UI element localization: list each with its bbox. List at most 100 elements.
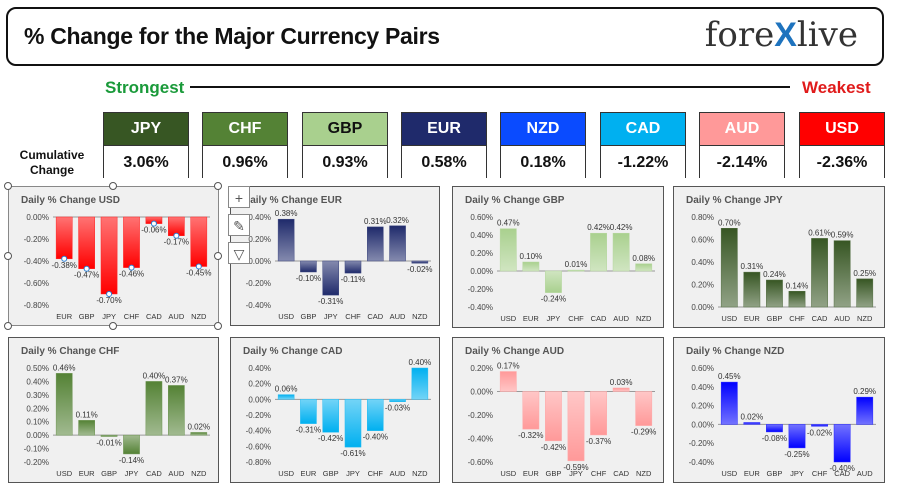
bar-chart: Daily % Change AUD 0.20% 0.00% -0.20% -0.40%… <box>465 346 656 478</box>
category-label: EUR <box>523 314 539 323</box>
category-label: USD <box>500 314 516 323</box>
bar <box>277 218 295 262</box>
data-label: 0.40% <box>143 371 166 380</box>
resize-handle[interactable] <box>214 322 222 330</box>
category-label: EUR <box>744 314 760 323</box>
cumulative-change-label: Cumulative Change <box>19 148 85 177</box>
bar-chart: Daily % Change CAD 0.40% 0.20% 0.00% -0.20% -… <box>243 346 431 478</box>
cumulative-value: -2.14% <box>700 145 784 178</box>
category-label: CAD <box>146 469 162 478</box>
data-label: -0.59% <box>563 463 588 472</box>
chart-panel-cad[interactable]: Daily % Change CAD 0.40% 0.20% 0.00% -0.20% -… <box>230 337 440 483</box>
category-label: USD <box>721 314 737 323</box>
resize-handle[interactable] <box>214 182 222 190</box>
chart-title: Daily % Change USD <box>21 195 120 206</box>
chart-panel-chf[interactable]: Daily % Change CHF 0.50% 0.40% 0.30% 0.20% 0.… <box>8 337 219 483</box>
category-label: USD <box>278 312 294 321</box>
data-label: -0.31% <box>318 297 343 306</box>
bar <box>389 399 406 402</box>
y-tick-label: 0.00% <box>470 267 493 276</box>
chart-panel-aud[interactable]: Daily % Change AUD 0.20% 0.00% -0.20% -0.40%… <box>452 337 664 483</box>
bar <box>743 422 761 425</box>
category-label: CHF <box>345 312 361 321</box>
resize-handle[interactable] <box>4 322 12 330</box>
y-tick-label: 0.40% <box>470 231 493 240</box>
y-tick-label: 0.20% <box>248 380 271 389</box>
chart-title: Daily % Change GBP <box>465 195 565 206</box>
header-banner: % Change for the Major Currency Pairs fo… <box>6 7 884 66</box>
chart-elements-icon[interactable]: + <box>228 186 250 208</box>
chart-filters-icon[interactable]: ▽ <box>228 242 250 264</box>
resize-handle[interactable] <box>4 182 12 190</box>
data-label: 0.29% <box>853 387 876 396</box>
y-tick-label: -0.40% <box>24 257 49 266</box>
y-tick-label: -0.60% <box>246 442 271 451</box>
currency-box-nzd: NZD 0.18% <box>500 112 586 178</box>
cumulative-value: 0.18% <box>501 145 585 178</box>
cumulative-value: 0.58% <box>402 145 486 178</box>
series-selection-handle <box>106 291 113 297</box>
y-tick-label: -0.40% <box>468 435 493 444</box>
chart-title: Daily % Change CAD <box>243 346 342 357</box>
data-label: 0.02% <box>187 422 210 431</box>
resize-handle[interactable] <box>4 252 12 260</box>
y-tick-label: 0.30% <box>26 391 49 400</box>
currency-code: CHF <box>203 113 287 145</box>
chart-title: Daily % Change CHF <box>21 346 119 357</box>
bar <box>300 399 317 424</box>
category-label: JPY <box>346 469 360 478</box>
cumulative-value: -2.36% <box>800 145 884 178</box>
category-label: JPY <box>790 469 804 478</box>
y-tick-label: -0.20% <box>689 439 714 448</box>
currency-code: JPY <box>104 113 188 145</box>
y-tick-label: 0.40% <box>248 364 271 373</box>
chart-panel-gbp[interactable]: Daily % Change GBP 0.60% 0.40% 0.20% 0.00% -0… <box>452 186 664 328</box>
bar <box>545 391 562 442</box>
y-tick-label: 0.20% <box>470 364 493 373</box>
y-tick-label: -0.10% <box>24 445 49 454</box>
bar <box>743 271 761 308</box>
data-label: 0.17% <box>497 362 520 371</box>
category-label: GBP <box>323 469 339 478</box>
category-label: JPY <box>102 312 116 321</box>
data-label: 0.03% <box>610 378 633 387</box>
resize-handle[interactable] <box>109 322 117 330</box>
data-label: -0.42% <box>318 434 343 443</box>
category-label: USD <box>500 469 516 478</box>
y-tick-label: 0.20% <box>691 281 714 290</box>
bar <box>720 381 738 425</box>
y-tick-label: -0.20% <box>24 235 49 244</box>
data-label: -0.37% <box>586 437 611 446</box>
category-label: NZD <box>412 312 428 321</box>
bar <box>499 228 517 272</box>
chart-panel-usd[interactable]: Daily % Change USD 0.00% -0.20% -0.40% -0.60… <box>8 186 219 326</box>
chart-title: Daily % Change JPY <box>686 195 783 206</box>
bar <box>833 240 851 308</box>
category-label: CHF <box>591 469 607 478</box>
bar <box>78 420 95 436</box>
y-tick-label: 0.00% <box>248 395 271 404</box>
bar <box>367 226 384 262</box>
resize-handle[interactable] <box>109 182 117 190</box>
bar <box>856 278 874 308</box>
data-label: 0.61% <box>808 228 831 237</box>
bar <box>322 260 339 296</box>
currency-code: GBP <box>303 113 387 145</box>
chart-panel-eur[interactable]: Daily % Change EUR 0.40% 0.20% 0.00% -0.20% -… <box>230 186 440 326</box>
data-label: 0.42% <box>587 223 610 232</box>
category-label: CHF <box>568 314 584 323</box>
chart-panel-nzd[interactable]: Daily % Change NZD 0.60% 0.40% 0.20% 0.00% -0… <box>673 337 885 483</box>
weakest-label: Weakest <box>802 78 871 97</box>
resize-handle[interactable] <box>214 252 222 260</box>
chart-panel-jpy[interactable]: Daily % Change JPY 0.80% 0.60% 0.40% 0.20% 0.… <box>673 186 885 328</box>
cumulative-value: 0.96% <box>203 145 287 178</box>
y-tick-label: 0.50% <box>26 364 49 373</box>
cumulative-value: -1.22% <box>601 145 685 178</box>
category-label: NZD <box>191 312 207 321</box>
chart-styles-icon[interactable]: ✎ <box>228 214 250 236</box>
y-tick-label: 0.40% <box>26 377 49 386</box>
category-label: AUD <box>857 469 873 478</box>
series-selection-handle <box>61 255 68 262</box>
category-label: JPY <box>569 469 583 478</box>
category-label: EUR <box>523 469 539 478</box>
